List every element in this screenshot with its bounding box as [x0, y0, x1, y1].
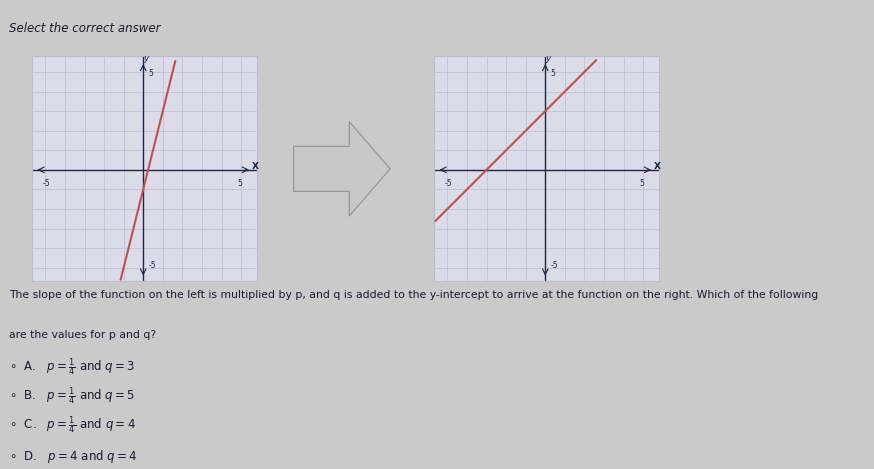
- Text: -5: -5: [550, 261, 558, 270]
- Text: y: y: [545, 54, 551, 63]
- Text: X: X: [252, 162, 259, 171]
- Text: -5: -5: [43, 179, 50, 188]
- Text: 5: 5: [640, 179, 645, 188]
- Text: -5: -5: [445, 179, 452, 188]
- Text: -5: -5: [148, 261, 156, 270]
- Polygon shape: [294, 121, 390, 216]
- Text: Select the correct answer: Select the correct answer: [9, 22, 160, 35]
- Text: $\circ$  A.   $p = \frac{1}{4}$ and $q = 3$: $\circ$ A. $p = \frac{1}{4}$ and $q = 3$: [9, 356, 135, 378]
- Text: are the values for p and q?: are the values for p and q?: [9, 330, 156, 340]
- Text: $\circ$  D.   $p = 4$ and $q = 4$: $\circ$ D. $p = 4$ and $q = 4$: [9, 448, 137, 465]
- Text: X: X: [654, 162, 661, 171]
- Text: $\circ$  C.   $p = \frac{1}{4}$ and $q = 4$: $\circ$ C. $p = \frac{1}{4}$ and $q = 4$: [9, 414, 135, 436]
- Text: 5: 5: [238, 179, 243, 188]
- Text: The slope of the function on the left is multiplied by p, and q is added to the : The slope of the function on the left is…: [9, 290, 818, 300]
- Text: $\circ$  B.   $p = \frac{1}{4}$ and $q = 5$: $\circ$ B. $p = \frac{1}{4}$ and $q = 5$: [9, 386, 135, 407]
- Text: y: y: [143, 54, 149, 63]
- Text: 5: 5: [148, 69, 153, 78]
- Text: 5: 5: [550, 69, 555, 78]
